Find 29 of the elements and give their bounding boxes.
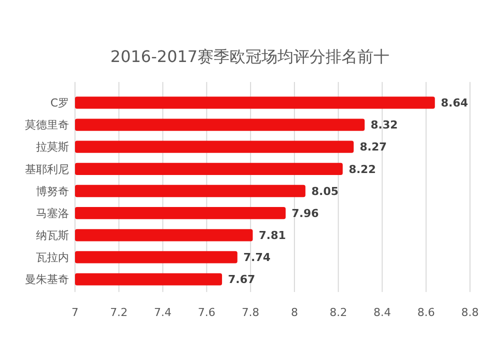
data-label: 8.64: [440, 96, 468, 110]
x-tick-label: 8.2: [330, 306, 348, 319]
data-label: 7.96: [292, 206, 320, 220]
y-tick-label: 瓦拉内: [36, 251, 69, 264]
data-label: 7.81: [258, 229, 286, 242]
data-label: 7.74: [243, 251, 271, 264]
x-tick-label: 7.4: [154, 306, 172, 319]
y-tick-label: 纳瓦斯: [36, 229, 69, 242]
y-tick-label: 莫德里奇: [25, 118, 69, 132]
y-tick-label: 曼朱基奇: [25, 273, 69, 286]
data-label: 8.32: [370, 118, 398, 132]
data-label: 7.67: [228, 273, 256, 286]
y-tick-label: 基耶利尼: [25, 162, 69, 176]
y-tick-label: 博努奇: [36, 184, 69, 198]
x-tick-label: 7.8: [242, 306, 260, 319]
x-tick-label: 8.4: [373, 306, 391, 319]
data-label: 8.05: [311, 184, 339, 198]
y-tick-label: 马塞洛: [36, 206, 69, 220]
data-label: 8.27: [360, 140, 387, 154]
y-tick-label: C罗: [50, 96, 69, 110]
x-tick-label: 7: [72, 306, 78, 319]
x-tick-label: 8: [290, 306, 298, 319]
x-tick-label: 8.8: [461, 306, 479, 319]
x-tick-label: 7.6: [198, 306, 216, 319]
x-tick-label: 8.6: [417, 306, 435, 319]
chart-title: 2016-2017赛季欧冠场均评分排名前十: [110, 47, 390, 66]
data-label: 8.22: [348, 162, 376, 176]
x-tick-label: 7.2: [110, 306, 128, 319]
y-tick-label: 拉莫斯: [36, 140, 69, 154]
